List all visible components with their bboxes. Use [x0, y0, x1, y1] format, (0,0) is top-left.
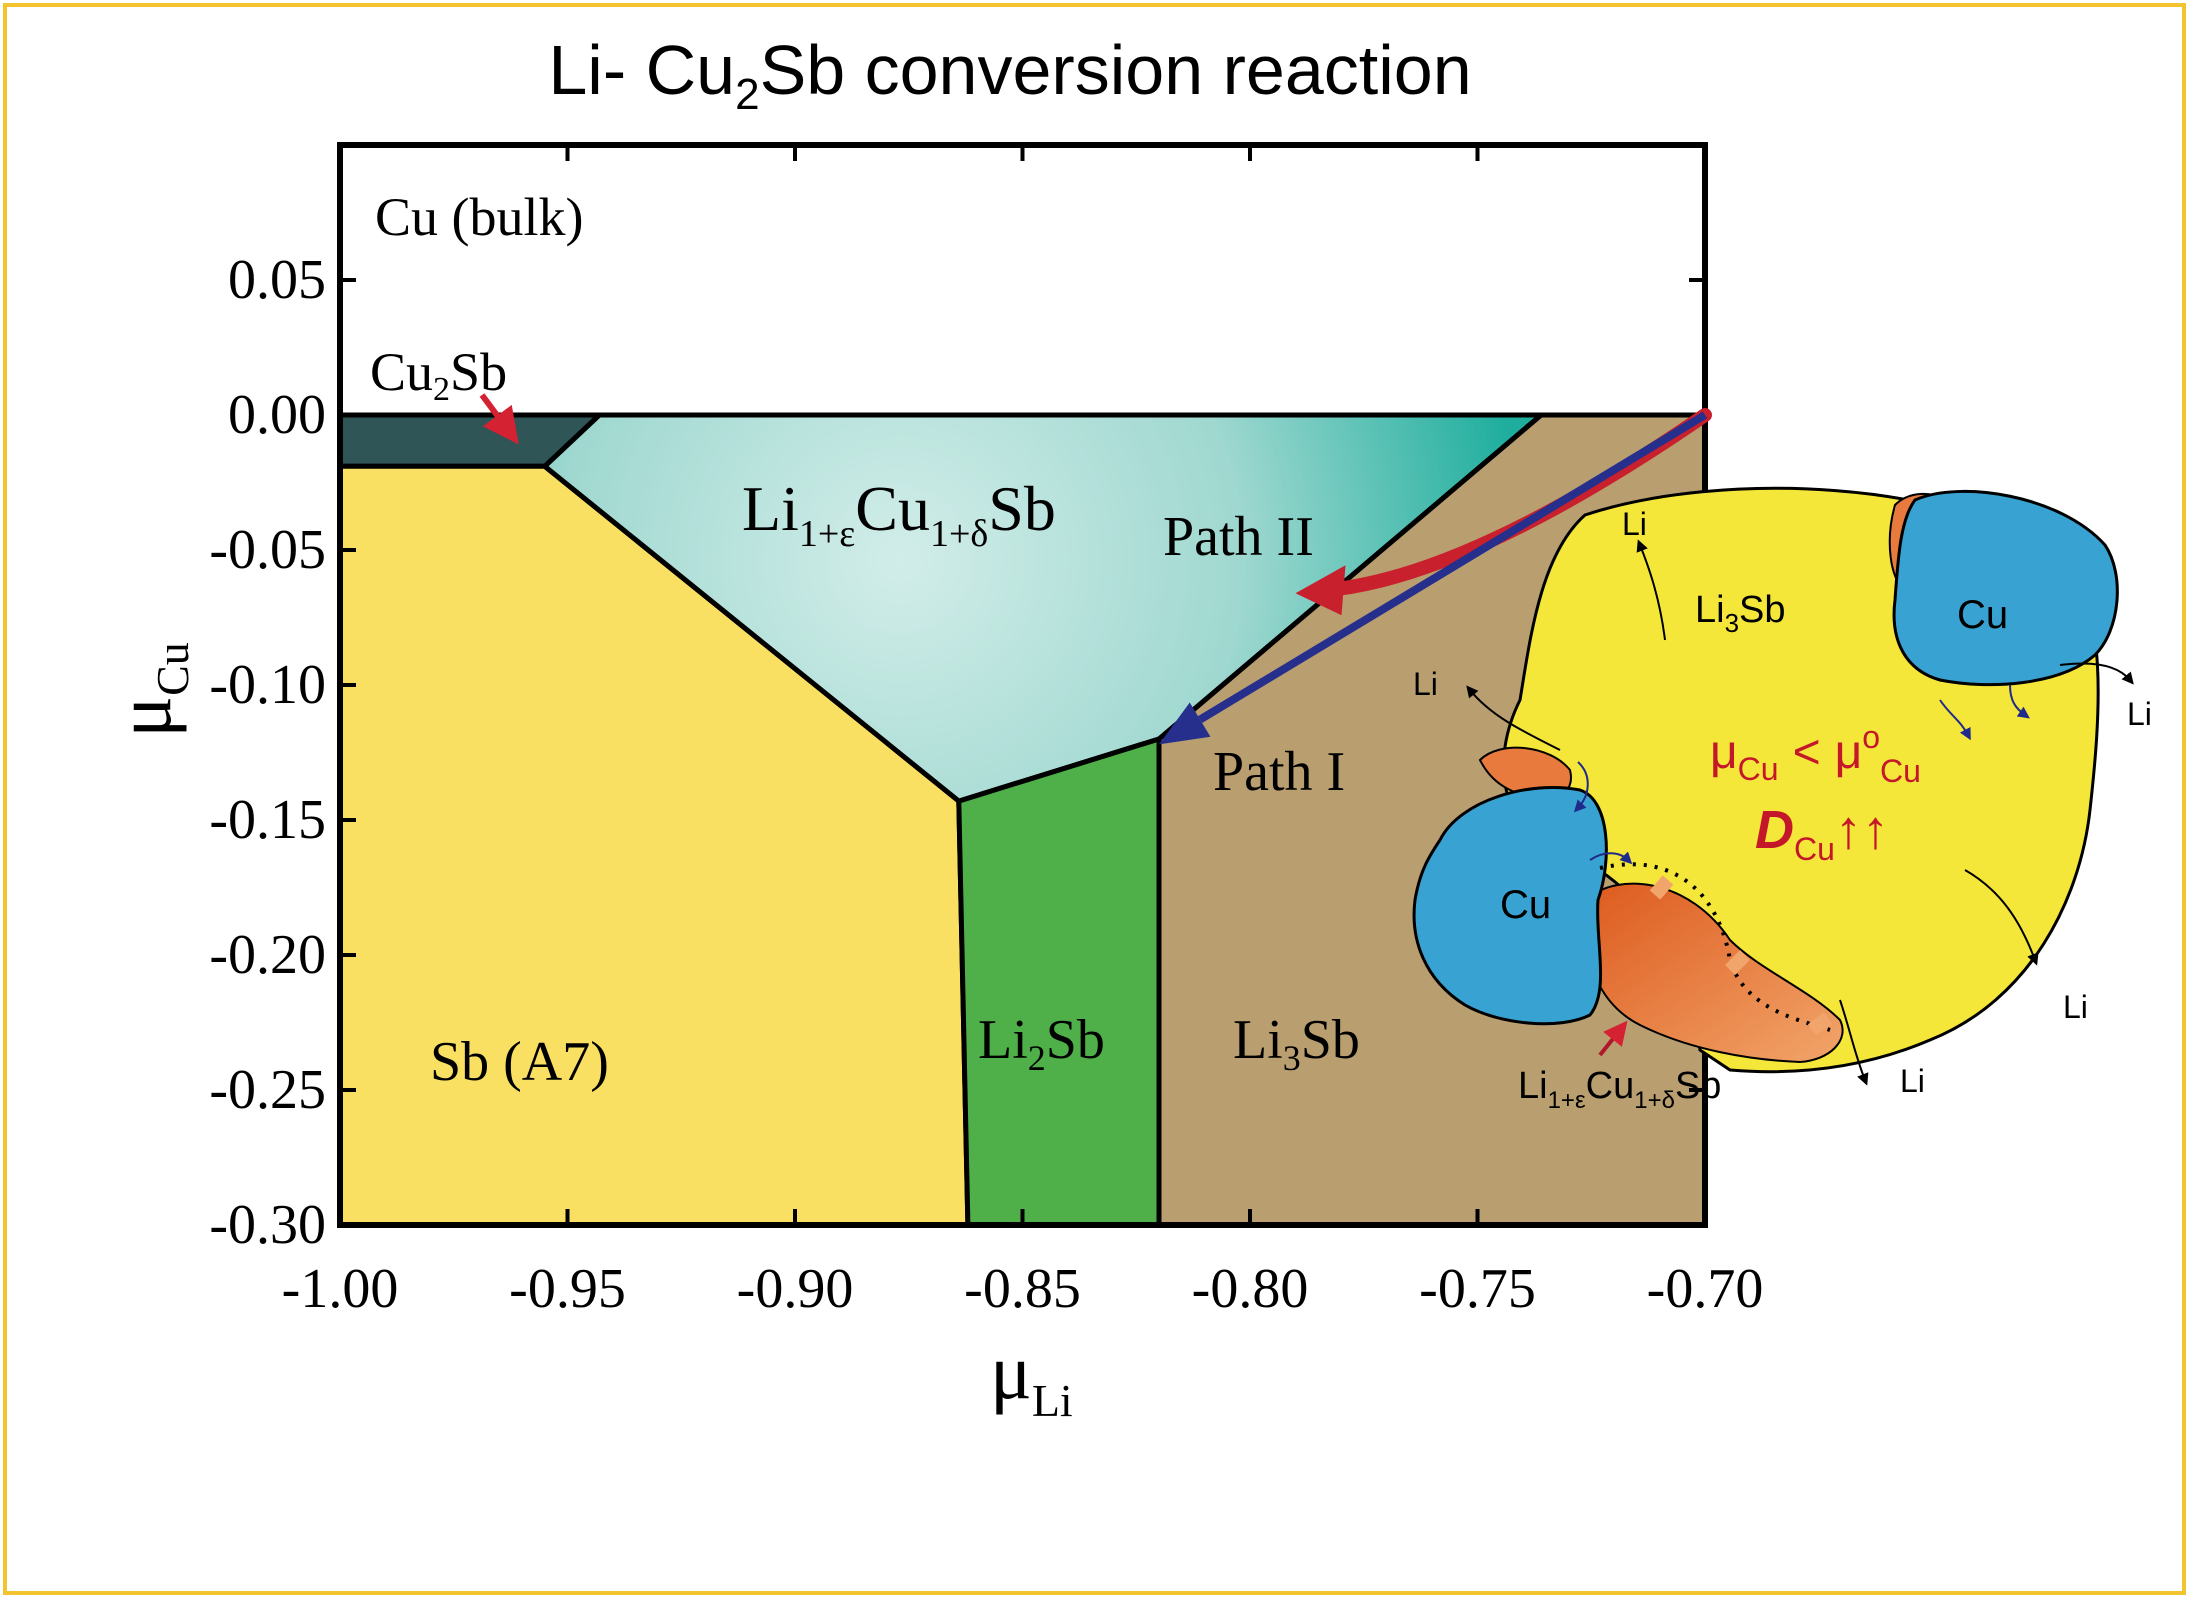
cu-diffusion-dotted-path	[1599, 862, 1831, 1032]
cu-particle-top	[1892, 489, 2119, 687]
li-label-right: Li	[2127, 696, 2152, 732]
y-tick-label: 0.05	[228, 249, 326, 311]
x-tick-label: -0.80	[1192, 1258, 1309, 1320]
cu-particle-left	[1412, 785, 1608, 1026]
diffusion-arrow-2	[1725, 950, 1750, 975]
li-out-arrow-right	[2059, 662, 2134, 685]
orange-ternary-band	[1583, 882, 1844, 1064]
ternary-inset-label: Li1+εCu1+δSb	[1518, 1065, 1721, 1114]
blue-curl-arrow-1	[1573, 761, 1589, 813]
path-ii-arrowhead	[1295, 565, 1346, 616]
y-axis-ticks: 0.05 0.00 -0.05 -0.10 -0.15 -0.20 -0.25 -0.30	[209, 249, 1705, 1256]
x-tick-label: -0.95	[509, 1258, 626, 1320]
label-li3sb: Li3Sb	[1233, 1009, 1360, 1078]
path-i-arrow	[1198, 411, 1708, 724]
label-li2sb: Li2Sb	[978, 1009, 1105, 1078]
y-tick-label: -0.15	[209, 789, 326, 851]
li-label-left: Li	[1413, 666, 1438, 702]
x-tick-label: -0.85	[964, 1258, 1081, 1320]
diffusion-label: DCu↑↑	[1755, 800, 1889, 867]
region-li2sb	[956, 735, 1162, 1228]
li-out-arrow-bottom-right	[1964, 869, 2039, 966]
li3sb-inset-label: Li3Sb	[1695, 589, 1786, 638]
cu-label-top: Cu	[1957, 593, 2008, 637]
cu2sb-pointer-arrow	[479, 393, 519, 445]
x-tick-label: -0.90	[737, 1258, 854, 1320]
mu-inequality: μCu < μoCu	[1710, 719, 1921, 789]
li-label-top: Li	[1622, 506, 1647, 542]
y-tick-label: -0.05	[209, 519, 326, 581]
li-out-arrow-left	[1466, 685, 1561, 751]
region-cu-bulk	[340, 145, 1705, 415]
label-path-ii: Path II	[1163, 506, 1314, 568]
x-tick-label: -1.00	[282, 1258, 399, 1320]
y-tick-label: -0.30	[209, 1194, 326, 1256]
y-tick-label: 0.00	[228, 384, 326, 446]
blue-curl-arrow-3	[1939, 699, 1971, 741]
label-cu-bulk: Cu (bulk)	[375, 187, 584, 247]
label-cu2sb: Cu2Sb	[370, 342, 507, 408]
x-axis-label: μLi	[990, 1328, 1073, 1426]
x-axis-ticks: -1.00 -0.95 -0.90 -0.85 -0.80 -0.75 -0.70	[282, 145, 1764, 1320]
blue-curl-arrow-4	[2009, 684, 2030, 719]
y-tick-label: -0.10	[209, 654, 326, 716]
path-i-arrowhead	[1159, 702, 1211, 745]
diffusion-arrow-3	[1807, 1012, 1833, 1036]
diffusion-arrow-1	[1649, 875, 1674, 900]
cu-label-left: Cu	[1500, 883, 1551, 927]
particle-schematic: Cu Cu Li3Sb μCu < μoCu DCu↑↑ Li1+εCu1+δSb …	[1412, 486, 2152, 1114]
li-label-bottom-right: Li	[2063, 989, 2088, 1025]
y-axis-label: μCu	[100, 642, 198, 738]
x-tick-label: -0.70	[1647, 1258, 1764, 1320]
ternary-pointer-arrow	[1598, 1020, 1628, 1057]
label-ternary: Li1+εCu1+δSb	[742, 473, 1056, 555]
label-sb-a7: Sb (A7)	[430, 1031, 609, 1093]
label-path-i: Path I	[1213, 741, 1345, 803]
li-out-arrow-top	[1636, 539, 1666, 641]
blue-curl-arrow-2	[1589, 851, 1633, 865]
li-out-arrow-bottom	[1839, 999, 1869, 1086]
y-tick-label: -0.25	[209, 1059, 326, 1121]
li-label-bottom: Li	[1900, 1063, 1925, 1099]
x-tick-label: -0.75	[1419, 1258, 1536, 1320]
figure-title: Li- Cu2Sb conversion reaction	[548, 31, 1472, 119]
y-tick-label: -0.20	[209, 924, 326, 986]
